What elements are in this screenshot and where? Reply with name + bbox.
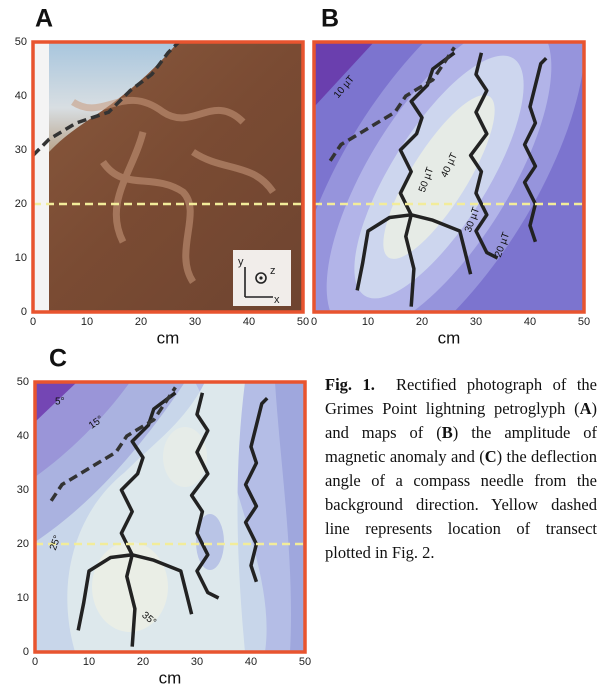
panel-label: C [49, 345, 67, 373]
x-tick-label: 10 [362, 316, 374, 328]
axis-icon-label: y [238, 256, 244, 268]
sky [49, 42, 178, 152]
panel-b: 10 µT 50 µT 40 µT 30 µT 20 µT [312, 40, 586, 314]
y-tick-label: 50 [17, 376, 29, 388]
y-tick-label: 20 [15, 198, 27, 210]
petroglyph [71, 97, 276, 284]
panel-c: 5° 15° 25° 35° [33, 380, 307, 654]
x-tick-label: 0 [30, 316, 36, 328]
contour-map [35, 382, 305, 652]
photo-margin [33, 42, 49, 312]
x-axis-label: cm [157, 328, 180, 347]
caption-text: ) the deflection angle of a compass need… [325, 447, 597, 562]
caption-text: ) the amplitude of magnetic anomaly and … [325, 423, 597, 466]
x-axis-label: cm [438, 328, 461, 347]
axis-icon-label: x [274, 294, 280, 306]
frame [31, 40, 305, 314]
y-tick-label: 40 [17, 430, 29, 442]
caption-text: ) and maps of ( [325, 399, 597, 442]
contour-label: 5° [55, 397, 65, 408]
y-tick-label: 0 [21, 306, 27, 318]
x-tick-label: 10 [81, 316, 93, 328]
caption: Fig. 1. Rectified photograph of the Grim… [325, 373, 597, 565]
x-tick-label: 10 [83, 656, 95, 668]
contour-label: 25° [48, 534, 64, 552]
x-tick-label: 40 [243, 316, 255, 328]
caption-emph: B [441, 423, 453, 442]
contour-map [314, 42, 584, 312]
x-tick-label: 40 [245, 656, 257, 668]
x-tick-label: 0 [311, 316, 317, 328]
caption-emph: Fig. 1. [325, 375, 375, 394]
y-tick-label: 40 [15, 90, 27, 102]
panel-label: B [321, 5, 339, 33]
y-tick-label: 20 [17, 538, 29, 550]
y-tick-label: 50 [15, 36, 27, 48]
caption-text: Rectified photograph of the Grimes Point… [325, 375, 597, 418]
axis-icon [233, 250, 291, 306]
y-tick-label: 30 [15, 144, 27, 156]
frame [312, 40, 586, 314]
caption-emph: C [484, 447, 497, 466]
x-tick-label: 40 [524, 316, 536, 328]
caption-emph: A [579, 399, 592, 418]
panel-a: y z x [31, 40, 305, 314]
panel-label: A [35, 5, 53, 33]
x-tick-label: 0 [32, 656, 38, 668]
x-tick-label: 30 [191, 656, 203, 668]
x-tick-label: 20 [416, 316, 428, 328]
y-tick-label: 10 [17, 592, 29, 604]
y-tick-label: 0 [23, 646, 29, 658]
x-tick-label: 30 [470, 316, 482, 328]
x-tick-label: 20 [137, 656, 149, 668]
y-tick-label: 10 [15, 252, 27, 264]
y-tick-label: 30 [17, 484, 29, 496]
frame [33, 380, 307, 654]
x-tick-label: 30 [189, 316, 201, 328]
x-tick-label: 50 [297, 316, 309, 328]
x-tick-label: 20 [135, 316, 147, 328]
x-axis-label: cm [159, 668, 182, 684]
axis-icon-label: z [270, 265, 276, 277]
x-tick-label: 50 [578, 316, 590, 328]
x-tick-label: 50 [299, 656, 311, 668]
overlay [33, 42, 303, 204]
